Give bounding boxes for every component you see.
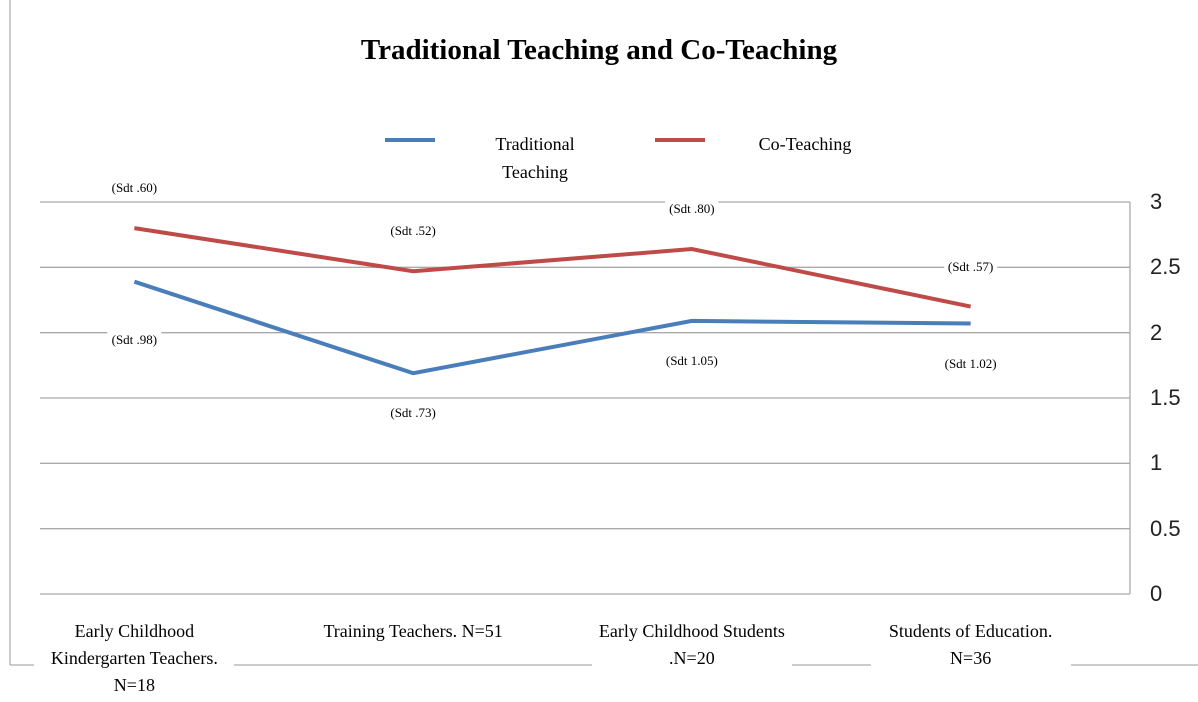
x-tick-label: Early Childhood Kindergarten Teachers. N…: [34, 618, 235, 699]
y-tick-label: 1: [1150, 450, 1163, 476]
chart-title: Traditional Teaching and Co-Teaching: [360, 34, 838, 66]
y-tick-label: 0: [1150, 581, 1163, 606]
series-line: [134, 226, 972, 309]
sd-label: (Sdt .73): [386, 405, 440, 422]
sd-label: (Sdt .57): [943, 258, 998, 275]
y-tick-label: 1.5: [1150, 385, 1181, 410]
y-tick-label: 0.5: [1150, 515, 1181, 541]
y-tick-label: 2: [1150, 319, 1163, 345]
sd-label: (Sdt 1.05): [661, 352, 722, 369]
legend-label: Co-Teaching: [735, 130, 875, 158]
series-line: [133, 279, 971, 376]
y-tick-label: 2.5: [1150, 254, 1181, 280]
y-tick-label: 3: [1150, 189, 1163, 214]
sd-label: (Sdt .60): [107, 180, 162, 197]
x-tick-label: Students of Education. N=36: [870, 618, 1071, 672]
legend-label: Traditional Teaching: [470, 130, 600, 186]
sd-label: (Sdt 1.02): [940, 355, 1001, 372]
x-tick-label: Early Childhood Students .N=20: [591, 618, 792, 672]
sd-label: (Sdt .98): [107, 331, 162, 348]
sd-label: (Sdt .80): [665, 201, 719, 218]
sd-label: (Sdt .52): [386, 223, 440, 240]
x-tick-label: Training Teachers. N=51: [313, 618, 514, 645]
